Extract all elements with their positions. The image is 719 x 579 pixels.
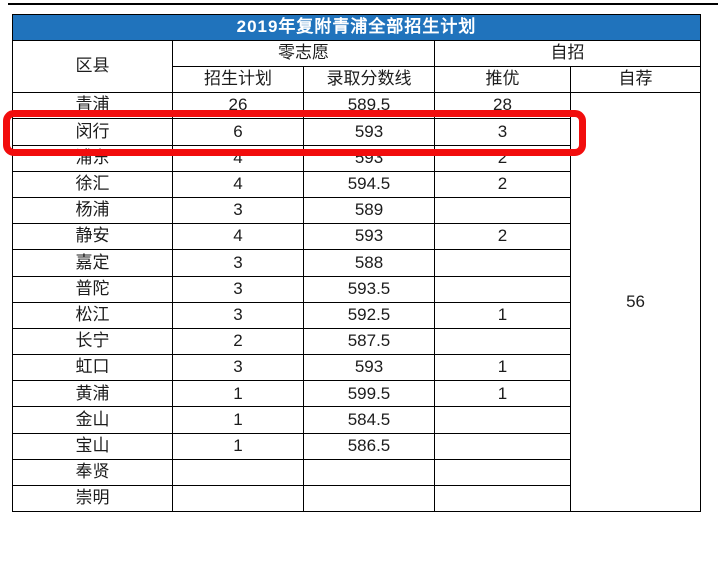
cell-district: 浦东 (12, 144, 173, 172)
table-row: 崇明 (12, 484, 701, 513)
cell-plan: 3 (172, 196, 304, 225)
cell-score: 594.5 (303, 170, 435, 198)
cell-score: 593.5 (303, 275, 435, 303)
cell-tuiyou (434, 484, 571, 513)
cell-tuiyou: 2 (434, 170, 571, 198)
cell-tuiyou (434, 458, 571, 487)
cell-score: 584.5 (303, 406, 435, 434)
table-row: 金山 1 584.5 (12, 406, 701, 434)
cell-plan: 3 (172, 354, 304, 382)
cell-tuiyou: 1 (434, 380, 571, 408)
cell-plan: 6 (172, 118, 304, 146)
cell-plan: 4 (172, 170, 304, 198)
header-tuiyou: 推优 (434, 66, 571, 94)
cell-score (303, 484, 435, 513)
cell-score: 586.5 (303, 432, 435, 460)
cell-tuiyou (434, 249, 571, 277)
cell-score: 589.5 (303, 92, 435, 120)
cell-plan: 4 (172, 144, 304, 172)
cell-district: 杨浦 (12, 196, 173, 225)
cell-score (303, 458, 435, 487)
cell-district: 嘉定 (12, 249, 173, 277)
cell-tuiyou: 2 (434, 223, 571, 251)
table-row: 虹口 3 593 1 (12, 354, 701, 382)
header-district: 区县 (12, 40, 173, 94)
cell-plan: 2 (172, 327, 304, 356)
title-row: 2019年复附青浦全部招生计划 (11, 13, 702, 42)
header-zijian: 自荐 (569, 66, 702, 94)
table-title: 2019年复附青浦全部招生计划 (11, 13, 702, 42)
cell-tuiyou: 2 (434, 144, 571, 172)
header-self-admission: 自招 (433, 40, 702, 68)
cell-district: 静安 (12, 223, 173, 251)
cell-score: 593 (303, 144, 435, 172)
cell-plan: 1 (172, 406, 304, 434)
cell-tuiyou (434, 432, 571, 460)
cell-district: 普陀 (12, 275, 173, 303)
header-zero-wish: 零志愿 (172, 40, 435, 68)
cell-tuiyou (434, 275, 571, 303)
admission-table: 2019年复附青浦全部招生计划 区县 零志愿 自招 招生计划 录取分数线 推优 … (11, 13, 702, 513)
table-row: 松江 3 592.5 1 (12, 301, 701, 329)
cell-plan: 1 (172, 432, 304, 460)
cell-tuiyou (434, 327, 571, 356)
cell-tuiyou (434, 196, 571, 225)
cell-plan: 1 (172, 380, 304, 408)
cell-score: 587.5 (303, 327, 435, 356)
cell-tuiyou: 1 (434, 354, 571, 382)
table-row: 长宁 2 587.5 (12, 327, 701, 356)
cell-tuiyou (434, 406, 571, 434)
cell-district: 青浦 (12, 92, 173, 120)
header-cutoff-line: 录取分数线 (303, 66, 435, 94)
cell-plan: 3 (172, 249, 304, 277)
cell-score: 589 (303, 196, 435, 225)
table-row: 普陀 3 593.5 (12, 275, 701, 303)
cell-district: 闵行 (12, 118, 173, 146)
table-row: 黄浦 1 599.5 1 (12, 380, 701, 408)
cell-plan (172, 458, 304, 487)
cell-district: 崇明 (12, 484, 173, 513)
cell-district: 松江 (12, 301, 173, 329)
cell-district: 虹口 (12, 354, 173, 382)
cell-plan: 3 (172, 301, 304, 329)
table-row: 闵行 6 593 3 (12, 118, 701, 146)
cell-tuiyou: 28 (434, 92, 571, 120)
cell-district: 黄浦 (12, 380, 173, 408)
cell-district: 徐汇 (12, 170, 173, 198)
cell-score: 593 (303, 354, 435, 382)
cell-score: 593 (303, 223, 435, 251)
header-group-row: 区县 零志愿 自招 (12, 40, 702, 94)
cell-score: 588 (303, 249, 435, 277)
cell-plan (172, 484, 304, 513)
table-row: 静安 4 593 2 (12, 223, 701, 251)
cell-district: 奉贤 (12, 458, 173, 487)
cell-plan: 26 (172, 92, 304, 120)
cell-district: 金山 (12, 406, 173, 434)
cell-score: 593 (303, 118, 435, 146)
cell-plan: 3 (172, 275, 304, 303)
cell-score: 592.5 (303, 301, 435, 329)
cell-tuiyou: 1 (434, 301, 571, 329)
cell-score: 599.5 (303, 380, 435, 408)
table-row-qingpu: 青浦 26 589.5 28 56 (12, 92, 702, 513)
header-enroll-plan: 招生计划 (172, 66, 304, 94)
cell-plan: 4 (172, 223, 304, 251)
top-divider-line (8, 3, 718, 5)
cell-tuiyou: 3 (434, 118, 571, 146)
cell-zijian-total: 56 (569, 92, 702, 513)
cell-district: 宝山 (12, 432, 173, 460)
table-row: 宝山 1 586.5 (12, 432, 701, 460)
header-sub-row: 招生计划 录取分数线 推优 自荐 (13, 66, 702, 94)
cell-district: 长宁 (12, 327, 173, 356)
